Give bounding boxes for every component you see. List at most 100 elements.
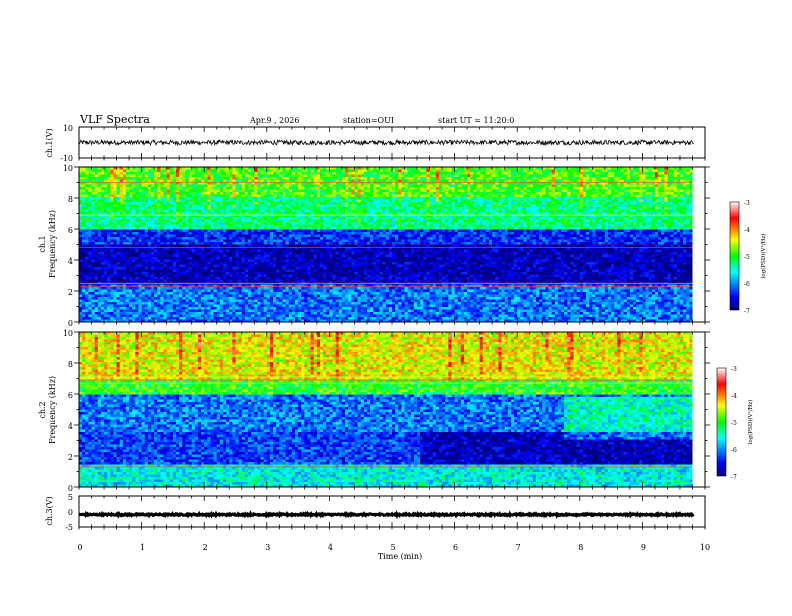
- spectrogram-cell: [245, 222, 248, 225]
- spectrogram-cell: [82, 192, 85, 195]
- spectrogram-cell: [298, 250, 301, 253]
- spectrogram-cell: [267, 297, 270, 300]
- spectrogram-cell: [132, 192, 135, 195]
- spectrogram-cell: [157, 170, 160, 173]
- spectrogram-cell: [123, 197, 126, 200]
- spectrogram-cell: [173, 255, 176, 258]
- spectrogram-cell: [304, 262, 307, 265]
- spectrogram-cell: [179, 227, 182, 230]
- spectrogram-cell: [135, 257, 138, 260]
- spectrogram-cell: [201, 310, 204, 313]
- spectrogram-cell: [220, 232, 223, 235]
- spectrogram-cell: [242, 305, 245, 308]
- spectrogram-cell: [226, 170, 229, 173]
- spectrogram-cell: [164, 245, 167, 248]
- spectrogram-cell: [289, 317, 292, 320]
- spectrogram-cell: [279, 260, 282, 263]
- spectrogram-cell: [167, 262, 170, 265]
- spectrogram-cell: [282, 227, 285, 230]
- spectrogram-cell: [179, 307, 182, 310]
- spectrogram-cell: [236, 297, 239, 300]
- spectrogram-cell: [123, 190, 126, 193]
- spectrogram-cell: [329, 202, 332, 205]
- spectrogram-cell: [126, 260, 129, 263]
- spectrogram-cell: [120, 197, 123, 200]
- spectrogram-cell: [295, 317, 298, 320]
- spectrogram-cell: [176, 202, 179, 205]
- spectrogram-cell: [204, 197, 207, 200]
- spectrogram-cell: [257, 272, 260, 275]
- spectrogram-cell: [117, 280, 120, 283]
- spectrogram-cell: [204, 227, 207, 230]
- spectrogram-cell: [236, 302, 239, 305]
- spectrogram-cell: [82, 177, 85, 180]
- spectrogram-cell: [151, 310, 154, 313]
- spectrogram-cell: [220, 180, 223, 183]
- spectrogram-cell: [214, 205, 217, 208]
- spectrogram-cell: [307, 310, 310, 313]
- spectrogram-cell: [189, 225, 192, 228]
- spectrogram-cell: [88, 285, 91, 288]
- spectrogram-cell: [239, 262, 242, 265]
- spectrogram-cell: [104, 307, 107, 310]
- spectrogram-cell: [210, 227, 213, 230]
- spectrogram-cell: [167, 265, 170, 268]
- spectrogram-cell: [242, 197, 245, 200]
- spectrogram-cell: [232, 210, 235, 213]
- spectrogram-cell: [164, 192, 167, 195]
- spectrogram-cell: [98, 212, 101, 215]
- spectrogram-cell: [239, 312, 242, 315]
- spectrogram-cell: [320, 180, 323, 183]
- spectrogram-cell: [311, 222, 314, 225]
- spectrogram-cell: [273, 190, 276, 193]
- spectrogram-cell: [273, 210, 276, 213]
- spectrogram-cell: [236, 172, 239, 175]
- spectrogram-cell: [104, 187, 107, 190]
- spectrogram-cell: [107, 257, 110, 260]
- spectrogram-cell: [254, 250, 257, 253]
- spectrogram-cell: [198, 257, 201, 260]
- spectrogram-cell: [135, 272, 138, 275]
- spectrogram-cell: [126, 227, 129, 230]
- spectrogram-cell: [273, 295, 276, 298]
- spectrogram-cell: [207, 297, 210, 300]
- spectrogram-cell: [289, 230, 292, 233]
- spectrogram-cell: [292, 287, 295, 290]
- spectrogram-cell: [198, 202, 201, 205]
- spectrogram-cell: [329, 207, 332, 210]
- spectrogram-cell: [304, 187, 307, 190]
- spectrogram-cell: [304, 177, 307, 180]
- spectrogram-cell: [167, 170, 170, 173]
- spectrogram-cell: [314, 222, 317, 225]
- spectrogram-cell: [292, 195, 295, 198]
- spectrogram-cell: [135, 252, 138, 255]
- spectrogram-cell: [229, 272, 232, 275]
- spectrogram-cell: [82, 242, 85, 245]
- spectrogram-cell: [110, 207, 113, 210]
- spectrogram-cell: [276, 280, 279, 283]
- spectrogram-cell: [170, 240, 173, 243]
- spectrogram-cell: [323, 230, 326, 233]
- spectrogram-cell: [145, 285, 148, 288]
- spectrogram-cell: [270, 317, 273, 320]
- spectrogram-cell: [98, 272, 101, 275]
- spectrogram-cell: [320, 230, 323, 233]
- spectrogram-cell: [160, 287, 163, 290]
- spectrogram-cell: [104, 207, 107, 210]
- spectrogram-cell: [242, 232, 245, 235]
- spectrogram-cell: [251, 225, 254, 228]
- spectrogram-cell: [314, 317, 317, 320]
- spectrogram-cell: [245, 225, 248, 228]
- spectrogram-cell: [236, 227, 239, 230]
- spectrogram-cell: [148, 265, 151, 268]
- spectrogram-cell: [107, 227, 110, 230]
- spectrogram-cell: [214, 285, 217, 288]
- spectrogram-cell: [239, 237, 242, 240]
- spectrogram-cell: [170, 222, 173, 225]
- spectrogram-cell: [261, 227, 264, 230]
- spectrogram-cell: [164, 197, 167, 200]
- spectrogram-cell: [261, 217, 264, 220]
- spectrogram-cell: [317, 290, 320, 293]
- spectrogram-cell: [154, 190, 157, 193]
- spectrogram-cell: [79, 285, 82, 288]
